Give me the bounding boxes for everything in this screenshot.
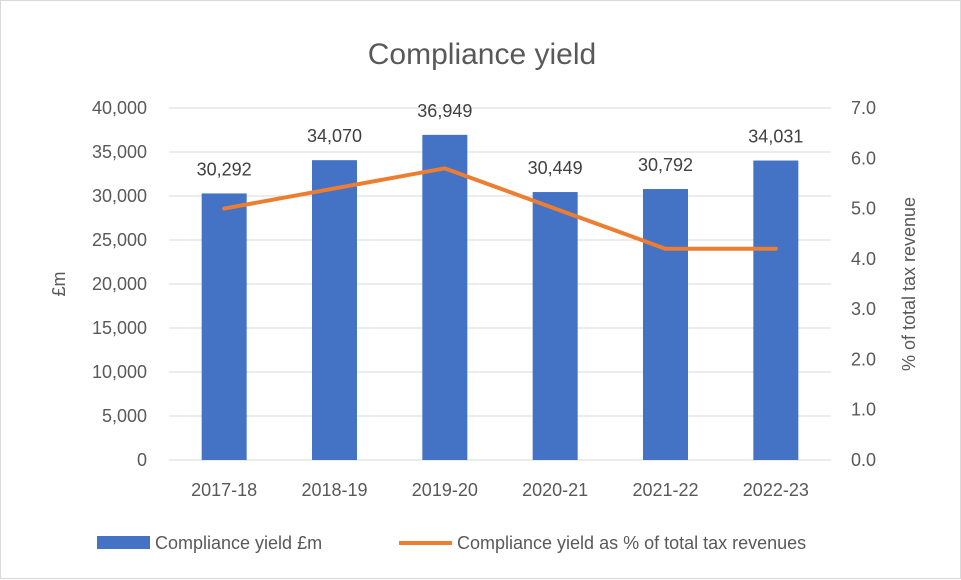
left-axis-tick-label: 30,000	[92, 186, 147, 206]
line-series	[222, 166, 778, 251]
category-tick-label: 2018-19	[301, 480, 367, 500]
right-axis-tick-label: 2.0	[851, 349, 876, 369]
category-axis-ticks: 2017-18 2018-19 2019-20 2020-21 2021-22 2022-…	[191, 480, 809, 500]
bar	[753, 160, 799, 460]
right-axis-tick-label: 7.0	[851, 98, 876, 118]
bar-data-label: 34,070	[307, 126, 362, 146]
legend-bar-swatch	[97, 536, 150, 549]
bar-data-label: 30,292	[197, 159, 252, 179]
bar	[643, 189, 688, 460]
bar-data-labels: 30,292 34,070 36,949 30,449 30,792 34,031	[197, 101, 804, 180]
bar-series	[201, 134, 799, 460]
bar-data-label: 30,792	[638, 155, 693, 175]
right-axis-ticks: 0.0 1.0 2.0 3.0 4.0 5.0 6.0 7.0	[851, 98, 876, 470]
bar	[532, 192, 578, 460]
line-series-path	[222, 166, 778, 251]
chart-title: Compliance yield	[368, 38, 596, 71]
left-axis-tick-label: 35,000	[92, 142, 147, 162]
gridlines	[169, 107, 831, 461]
right-axis-tick-label: 3.0	[851, 299, 876, 319]
category-tick-label: 2022-23	[743, 480, 809, 500]
category-tick-label: 2021-22	[632, 480, 698, 500]
category-tick-label: 2017-18	[191, 480, 257, 500]
left-axis-tick-label: 5,000	[102, 406, 147, 426]
bar	[201, 193, 247, 460]
category-tick-label: 2019-20	[412, 480, 478, 500]
bar	[422, 134, 468, 460]
bar	[312, 160, 357, 460]
bar-data-label: 36,949	[417, 101, 472, 121]
left-axis-tick-label: 0	[137, 450, 147, 470]
legend: Compliance yield £m Compliance yield as …	[97, 533, 806, 553]
right-axis-title: % of total tax revenue	[899, 197, 919, 371]
right-axis-tick-label: 6.0	[851, 148, 876, 168]
bar-data-label: 34,031	[748, 127, 803, 147]
left-axis-ticks: 0 5,000 10,000 15,000 20,000 25,000 30,000 35,0…	[92, 98, 147, 470]
right-axis-tick-label: 4.0	[851, 249, 876, 269]
left-axis-tick-label: 40,000	[92, 98, 147, 118]
category-tick-label: 2020-21	[522, 480, 588, 500]
legend-bar-label: Compliance yield £m	[155, 533, 322, 553]
left-axis-tick-label: 20,000	[92, 274, 147, 294]
left-axis-tick-label: 15,000	[92, 318, 147, 338]
bar-data-label: 30,449	[528, 158, 583, 178]
legend-line-label: Compliance yield as % of total tax reven…	[457, 533, 806, 553]
right-axis-tick-label: 5.0	[851, 199, 876, 219]
left-axis-tick-label: 25,000	[92, 230, 147, 250]
left-axis-title: £m	[49, 271, 69, 296]
right-axis-tick-label: 1.0	[851, 400, 876, 420]
left-axis-tick-label: 10,000	[92, 362, 147, 382]
right-axis-tick-label: 0.0	[851, 450, 876, 470]
